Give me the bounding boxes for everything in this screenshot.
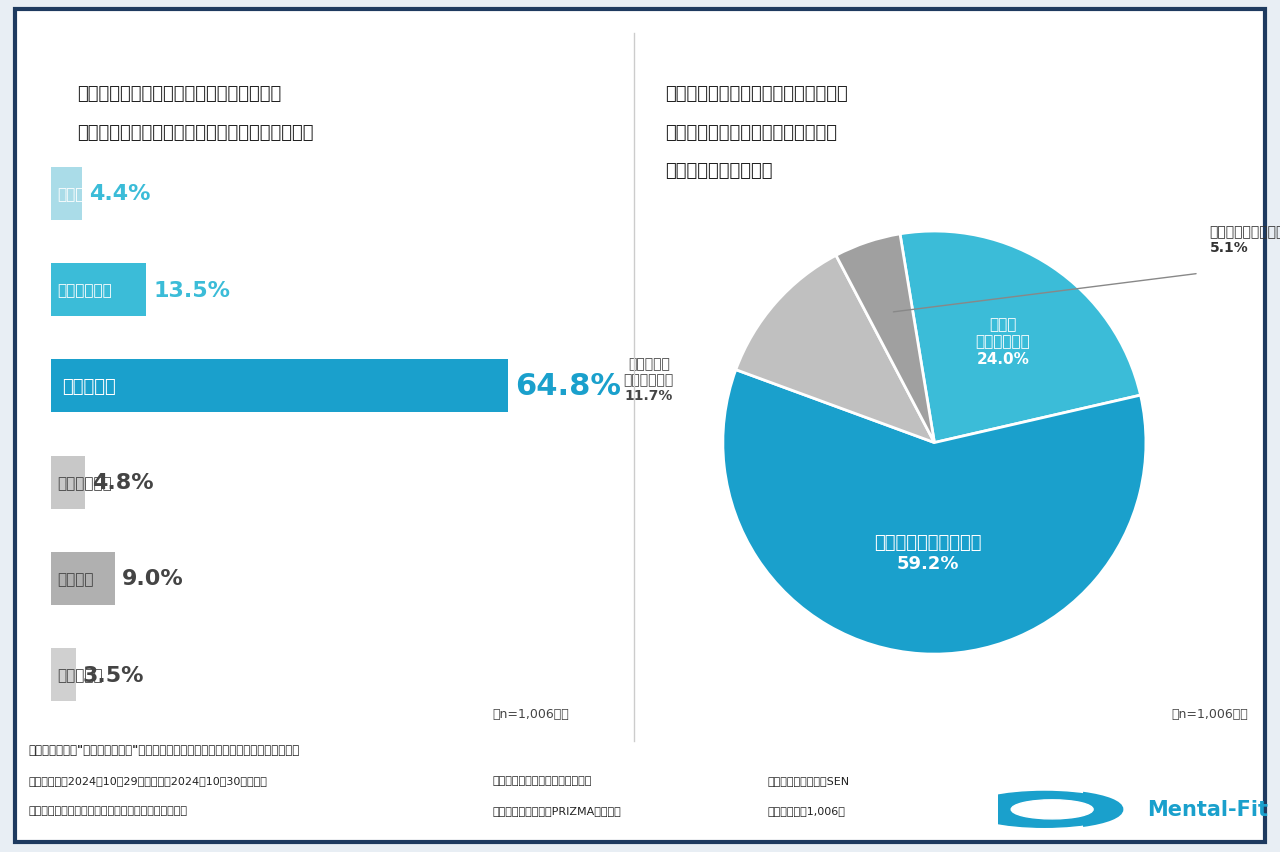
Text: 増加傾向: 増加傾向 xyxy=(56,187,93,202)
Text: ある程度重要だと思う
59.2%: ある程度重要だと思う 59.2% xyxy=(874,533,982,572)
Text: Mental-Fit: Mental-Fit xyxy=(1147,799,1268,820)
Text: 《調査概要：「"アフターコロナ"の企業のメンタルヘルスケア対策」に関する調査》: 《調査概要：「"アフターコロナ"の企業のメンタルヘルスケア対策」に関する調査》 xyxy=(28,743,300,756)
Bar xyxy=(51,264,146,317)
Text: 9.0%: 9.0% xyxy=(122,569,183,589)
Text: 重要だと思いますか？: 重要だと思いますか？ xyxy=(666,162,773,180)
Bar xyxy=(51,456,84,509)
Text: ・調査人数：1,006人: ・調査人数：1,006人 xyxy=(768,805,846,815)
Text: わからない: わからない xyxy=(56,667,102,682)
Wedge shape xyxy=(836,234,934,443)
Wedge shape xyxy=(900,232,1140,443)
Bar xyxy=(51,552,115,605)
Text: コロナ禍を経て、企業を経営する上で: コロナ禍を経て、企業を経営する上で xyxy=(666,85,849,103)
Circle shape xyxy=(968,792,1121,827)
Text: （n=1,006人）: （n=1,006人） xyxy=(1171,707,1248,720)
Wedge shape xyxy=(723,371,1146,654)
Text: あまり重要
だと思わない
11.7%: あまり重要 だと思わない 11.7% xyxy=(623,356,675,403)
Text: 全く重要だと思わない
5.1%: 全く重要だと思わない 5.1% xyxy=(1210,225,1280,255)
Text: 非常に
重要だと思う
24.0%: 非常に 重要だと思う 24.0% xyxy=(975,316,1030,366)
Text: やや減少傾向: やや減少傾向 xyxy=(56,475,111,490)
Text: ・モニター提供元：PRIZMAリサーチ: ・モニター提供元：PRIZMAリサーチ xyxy=(493,805,622,815)
Text: 従業員のメンタルヘルスケア対策は: 従業員のメンタルヘルスケア対策は xyxy=(666,124,837,141)
Text: （n=1,006人）: （n=1,006人） xyxy=(493,707,570,720)
Text: 4.4%: 4.4% xyxy=(90,184,151,204)
Text: 13.5%: 13.5% xyxy=(154,280,230,300)
Text: コロナ禍を経て、メンタルの不調を訴える: コロナ禍を経て、メンタルの不調を訴える xyxy=(77,85,282,103)
Text: 減少傾向: 減少傾向 xyxy=(56,572,93,586)
Wedge shape xyxy=(736,256,934,443)
Bar xyxy=(51,648,76,701)
Text: ・調査対象：調査回答時に経営者と回答したモニター: ・調査対象：調査回答時に経営者と回答したモニター xyxy=(28,805,187,815)
Text: 64.8%: 64.8% xyxy=(516,372,622,401)
Bar xyxy=(51,360,508,413)
Text: やや増加傾向: やや増加傾向 xyxy=(56,283,111,297)
Text: 変わらない: 変わらない xyxy=(61,377,115,395)
Bar xyxy=(51,168,82,221)
Text: ・調査期間：2024年10月29日（火）～2024年10月30日（水）: ・調査期間：2024年10月29日（火）～2024年10月30日（水） xyxy=(28,775,268,786)
Text: 3.5%: 3.5% xyxy=(83,665,145,685)
Text: 従業員数は現在までどのように変化しましたか？: 従業員数は現在までどのように変化しましたか？ xyxy=(77,124,314,141)
Text: ・調査元：株式会社SEN: ・調査元：株式会社SEN xyxy=(768,775,850,786)
Text: 4.8%: 4.8% xyxy=(92,473,154,492)
Circle shape xyxy=(1011,800,1093,819)
Text: ・調査方法：インターネット調査: ・調査方法：インターネット調査 xyxy=(493,775,593,786)
